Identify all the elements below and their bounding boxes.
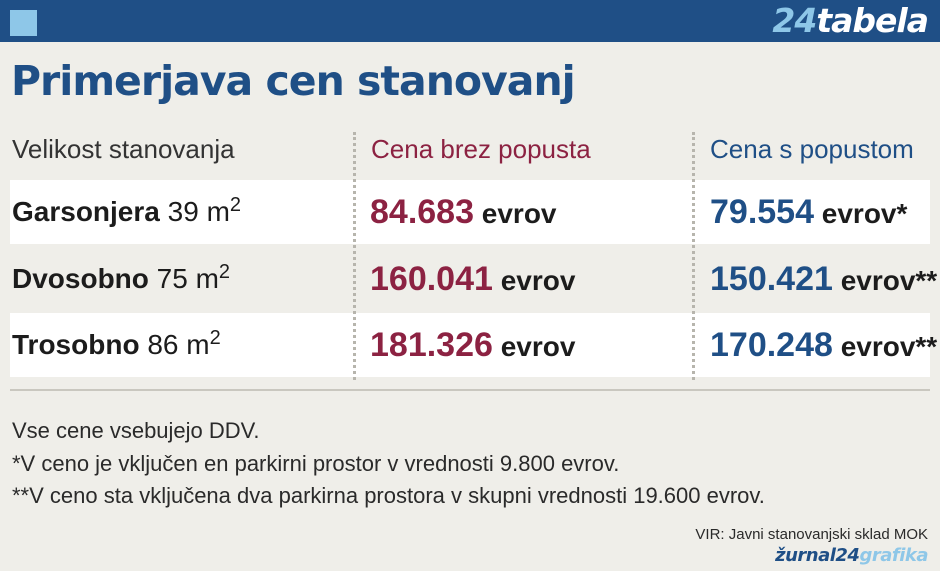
page-title: Primerjava cen stanovanj	[11, 57, 576, 105]
apartment-type-cell: Dvosobno 75 m2	[12, 247, 230, 311]
full-price-cell: 181.326 evrov	[370, 313, 575, 377]
full-price-unit: evrov	[500, 265, 576, 296]
column-header-full-price: Cena brez popusta	[371, 134, 591, 164]
column-header-size: Velikost stanovanja	[12, 134, 235, 164]
full-price-value: 84.683	[370, 193, 474, 231]
brand-number: 24	[772, 1, 817, 40]
top-banner: 24tabela	[0, 0, 940, 42]
size-superscript: 2	[229, 194, 242, 216]
footnote: **V ceno sta vključena dva parkirna pros…	[12, 483, 765, 508]
apartment-name: Dvosobno	[12, 263, 149, 294]
logo-part-2: grafika	[859, 545, 928, 566]
table-row: Garsonjera 39 m2 84.683 evrov 79.554 evr…	[10, 180, 930, 244]
full-price-unit: evrov	[500, 331, 576, 362]
footnote: *V ceno je vključen en parkirni prostor …	[12, 451, 620, 476]
full-price-cell: 84.683 evrov	[370, 180, 557, 244]
apartment-name: Trosobno	[12, 329, 140, 360]
column-header-discount-price: Cena s popustom	[710, 134, 914, 164]
discount-price-value: 150.421	[710, 260, 833, 298]
source-credit: VIR: Javni stanovanjski sklad MOK	[695, 526, 928, 543]
brand-logo: 24tabela	[772, 1, 929, 40]
discount-price-value: 170.248	[710, 326, 833, 364]
apartment-size: 75 m	[156, 263, 219, 294]
brand-word: tabela	[816, 1, 929, 40]
table-row: Dvosobno 75 m2 160.041 evrov 150.421 evr…	[10, 247, 937, 311]
discount-price-unit: evrov**	[840, 331, 938, 362]
discount-price-value: 79.554	[710, 193, 814, 231]
discount-price-cell: 150.421 evrov**	[710, 247, 937, 311]
size-superscript: 2	[209, 327, 221, 349]
discount-price-unit: evrov**	[840, 265, 938, 296]
full-price-value: 181.326	[370, 326, 493, 364]
size-superscript: 2	[218, 261, 231, 283]
apartment-type-cell: Trosobno 86 m2	[12, 313, 221, 377]
logo-part-1: žurnal24	[775, 545, 860, 566]
column-divider	[353, 132, 356, 380]
apartment-size: 39 m	[167, 196, 230, 227]
full-price-unit: evrov	[481, 198, 557, 229]
apartment-type-cell: Garsonjera 39 m2	[12, 180, 241, 244]
banner-square-icon	[10, 10, 37, 36]
full-price-value: 160.041	[370, 260, 493, 298]
footnote: Vse cene vsebujejo DDV.	[12, 418, 260, 443]
discount-price-unit: evrov*	[821, 198, 908, 229]
discount-price-cell: 170.248 evrov**	[710, 313, 937, 377]
full-price-cell: 160.041 evrov	[370, 247, 575, 311]
column-divider	[692, 132, 695, 380]
table-row: Trosobno 86 m2 181.326 evrov 170.248 evr…	[10, 313, 937, 377]
discount-price-cell: 79.554 evrov*	[710, 180, 907, 244]
apartment-name: Garsonjera	[12, 196, 160, 227]
publisher-logo: žurnal24grafika	[775, 546, 928, 566]
table-bottom-rule	[10, 389, 930, 391]
apartment-size: 86 m	[147, 329, 210, 360]
